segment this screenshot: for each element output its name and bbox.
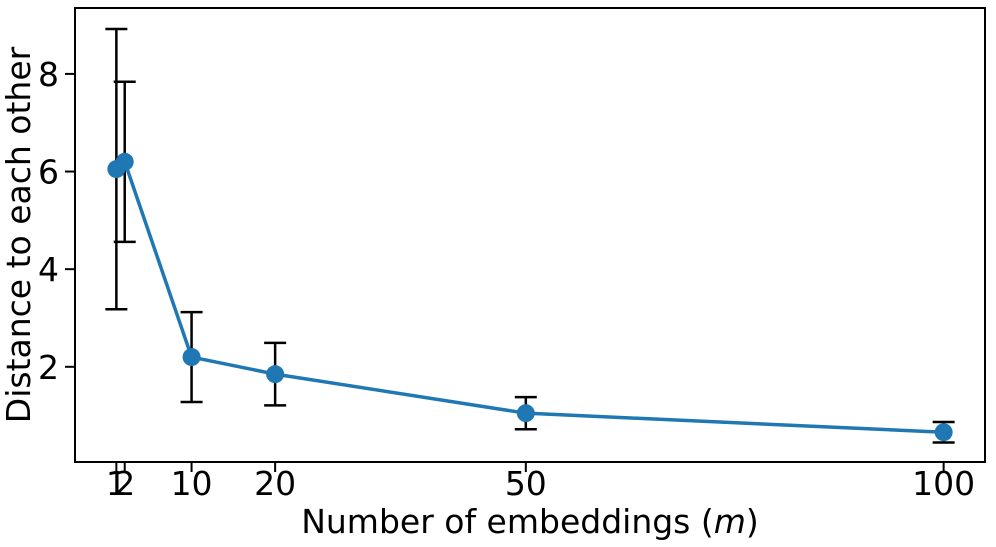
data-point-marker [115, 152, 134, 171]
plot-area-border [74, 7, 986, 463]
x-tick-label: 10 [171, 464, 213, 503]
y-tick-label: 2 [38, 348, 59, 387]
data-point-marker [934, 423, 953, 442]
y-tick-label: 4 [38, 250, 59, 289]
x-tick-label: 2 [114, 464, 135, 503]
data-point-marker [516, 404, 535, 423]
x-tick-label: 100 [912, 464, 975, 503]
y-tick-label: 8 [38, 55, 59, 94]
x-tick-label: 1 [106, 464, 127, 503]
x-axis-label: Number of embeddings (m) [301, 502, 759, 541]
series-line [114, 160, 946, 434]
x-tick-label: 20 [254, 464, 296, 503]
data-point-marker [266, 365, 285, 384]
y-tick-label: 6 [38, 153, 59, 192]
x-tick-label: 50 [505, 464, 547, 503]
data-point-marker [182, 348, 201, 367]
y-axis-label: Distance to each other [0, 46, 38, 423]
